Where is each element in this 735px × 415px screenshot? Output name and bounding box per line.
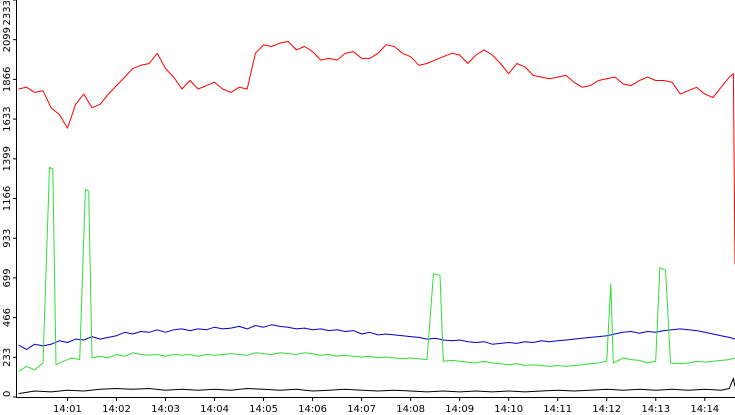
x-tick-label: 14:09: [445, 404, 474, 415]
x-tick-label: 14:08: [396, 404, 425, 415]
x-tick-label: 14:01: [53, 404, 82, 415]
series-line-2: [18, 324, 735, 350]
x-tick-label: 14:11: [543, 404, 572, 415]
x-tick-label: 14:02: [102, 404, 131, 415]
series-line-3: [18, 166, 735, 372]
y-tick-label: 2099: [2, 27, 13, 52]
y-tick-label: 1166: [2, 186, 13, 211]
y-tick-label: 233: [2, 348, 13, 367]
x-tick-label: 14:10: [494, 404, 523, 415]
x-tick-label: 14:06: [298, 404, 327, 415]
x-tick-label: 14:13: [641, 404, 670, 415]
y-tick-label: 1866: [2, 67, 13, 92]
x-tick-label: 14:12: [592, 404, 621, 415]
y-tick-label: 699: [2, 268, 13, 287]
series-line-1: [18, 40, 735, 265]
axes-layer: [16, 0, 735, 398]
y-tick-label: 2333: [2, 0, 13, 25]
y-tick-label: 1633: [2, 106, 13, 131]
series-line-4: [18, 377, 735, 395]
x-tick-label: 14:14: [690, 404, 719, 415]
y-tick-label: 933: [2, 229, 13, 248]
y-tick-label: 466: [2, 308, 13, 327]
x-tick-label: 14:07: [347, 404, 376, 415]
x-tick-label: 14:03: [151, 404, 180, 415]
x-tick-label: 14:04: [200, 404, 229, 415]
y-tick-label: 0: [2, 391, 13, 397]
y-tick-label: 1399: [2, 146, 13, 171]
x-tick-label: 14:05: [249, 404, 278, 415]
series-layer: [18, 40, 735, 395]
